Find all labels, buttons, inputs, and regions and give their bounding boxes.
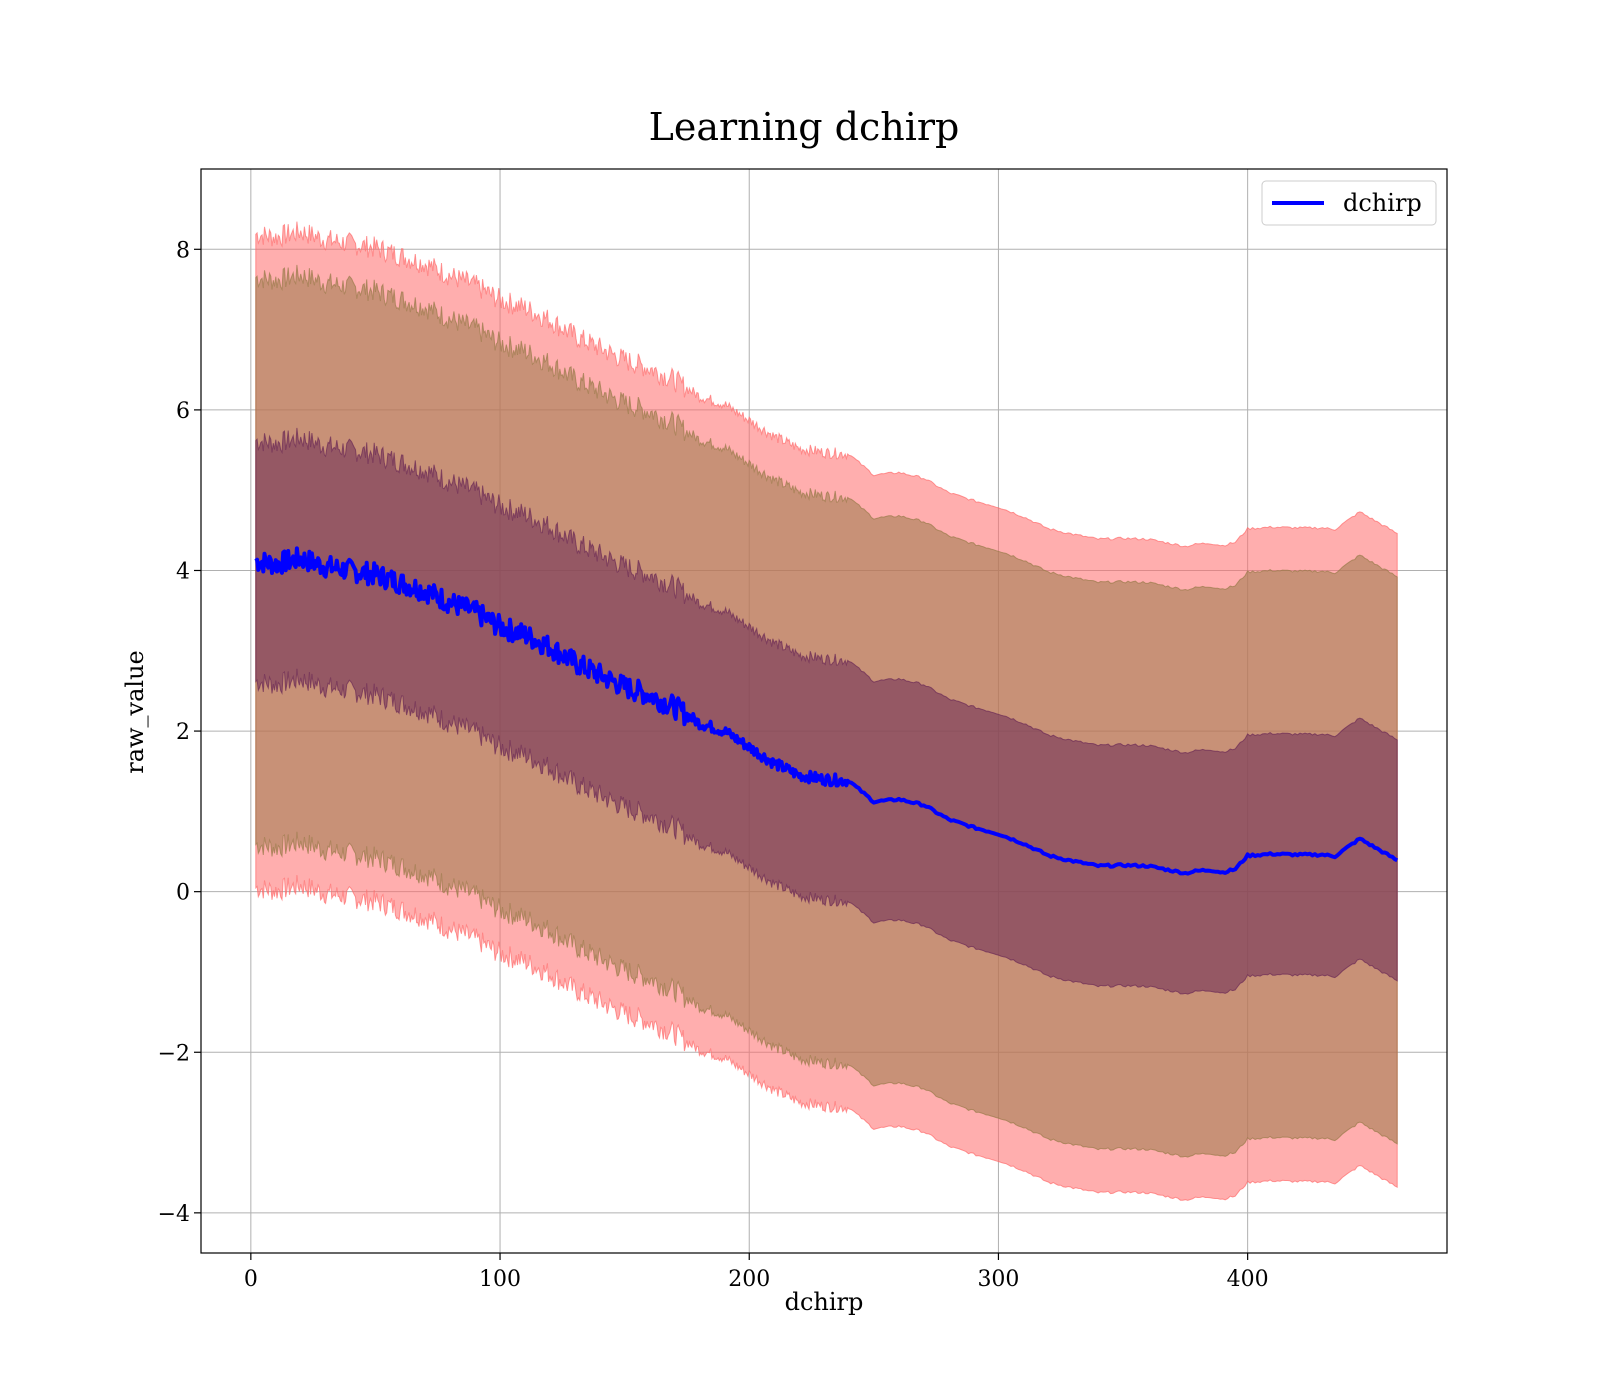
legend: dchirp xyxy=(1261,180,1437,226)
x-tick-label: 400 xyxy=(1227,1267,1269,1292)
x-tick-label: 0 xyxy=(244,1267,258,1292)
x-tick-label: 300 xyxy=(977,1267,1019,1292)
y-tick-label: −4 xyxy=(158,1202,190,1227)
series-layer xyxy=(254,546,1399,876)
y-tick-label: 8 xyxy=(176,238,190,263)
plot-frame xyxy=(200,168,1448,1254)
x-tick-label: 200 xyxy=(728,1267,770,1292)
tick-layer: 0 100 200 300 400 −4 −2 0 2 4 6 8 xyxy=(158,238,1269,1292)
x-axis-label: dchirp xyxy=(785,1288,864,1316)
y-tick-label: 6 xyxy=(176,399,190,424)
y-tick-label: 4 xyxy=(176,559,190,584)
band-inner xyxy=(255,427,1398,995)
y-tick-label: −2 xyxy=(158,1041,190,1066)
confidence-bands xyxy=(255,221,1398,1201)
series-line-dchirp xyxy=(254,546,1399,876)
y-axis-label: raw_value xyxy=(121,650,149,774)
y-tick-label: 0 xyxy=(176,881,190,906)
x-tick-label: 100 xyxy=(479,1267,521,1292)
legend-entry-dchirp: dchirp xyxy=(1343,189,1422,217)
legend-box xyxy=(1261,180,1437,226)
chart-title: Learning dchirp xyxy=(649,105,960,149)
y-tick-label: 2 xyxy=(176,720,190,745)
